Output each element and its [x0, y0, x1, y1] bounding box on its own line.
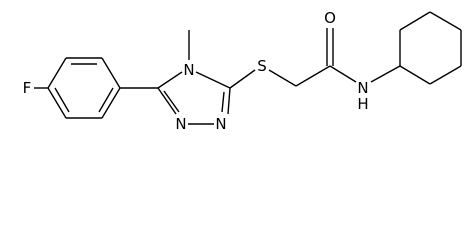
atom-label: N	[357, 79, 368, 97]
bonds	[34, 11, 462, 125]
atom-label: F	[23, 79, 32, 97]
atom-label: N	[215, 115, 226, 133]
atom-label: N	[183, 61, 194, 79]
atom-label: O	[324, 9, 336, 27]
atom-label: S	[257, 57, 267, 75]
structure: F N N N S O N H	[23, 9, 462, 133]
atom-label: N	[175, 115, 186, 133]
atom-label: H	[357, 95, 368, 113]
